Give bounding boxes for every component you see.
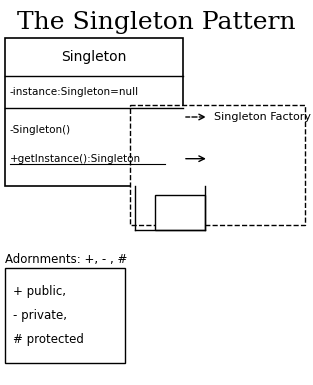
Text: Adornments: +, - , #: Adornments: +, - , #	[5, 253, 127, 266]
Text: Singleton Factory: Singleton Factory	[214, 112, 311, 122]
Text: +getInstance():Singleton: +getInstance():Singleton	[10, 154, 141, 164]
Text: -Singleton(): -Singleton()	[10, 125, 71, 135]
Bar	[5, 38, 183, 186]
Text: Singleton: Singleton	[61, 50, 127, 64]
Text: - private,: - private,	[13, 309, 67, 322]
Text: # protected: # protected	[13, 333, 84, 346]
Text: The Singleton Pattern: The Singleton Pattern	[17, 10, 296, 33]
Bar	[155, 195, 205, 230]
Bar	[130, 105, 305, 225]
Bar	[5, 268, 125, 363]
Text: -instance:Singleton=null: -instance:Singleton=null	[10, 87, 139, 97]
Text: + public,: + public,	[13, 285, 66, 298]
